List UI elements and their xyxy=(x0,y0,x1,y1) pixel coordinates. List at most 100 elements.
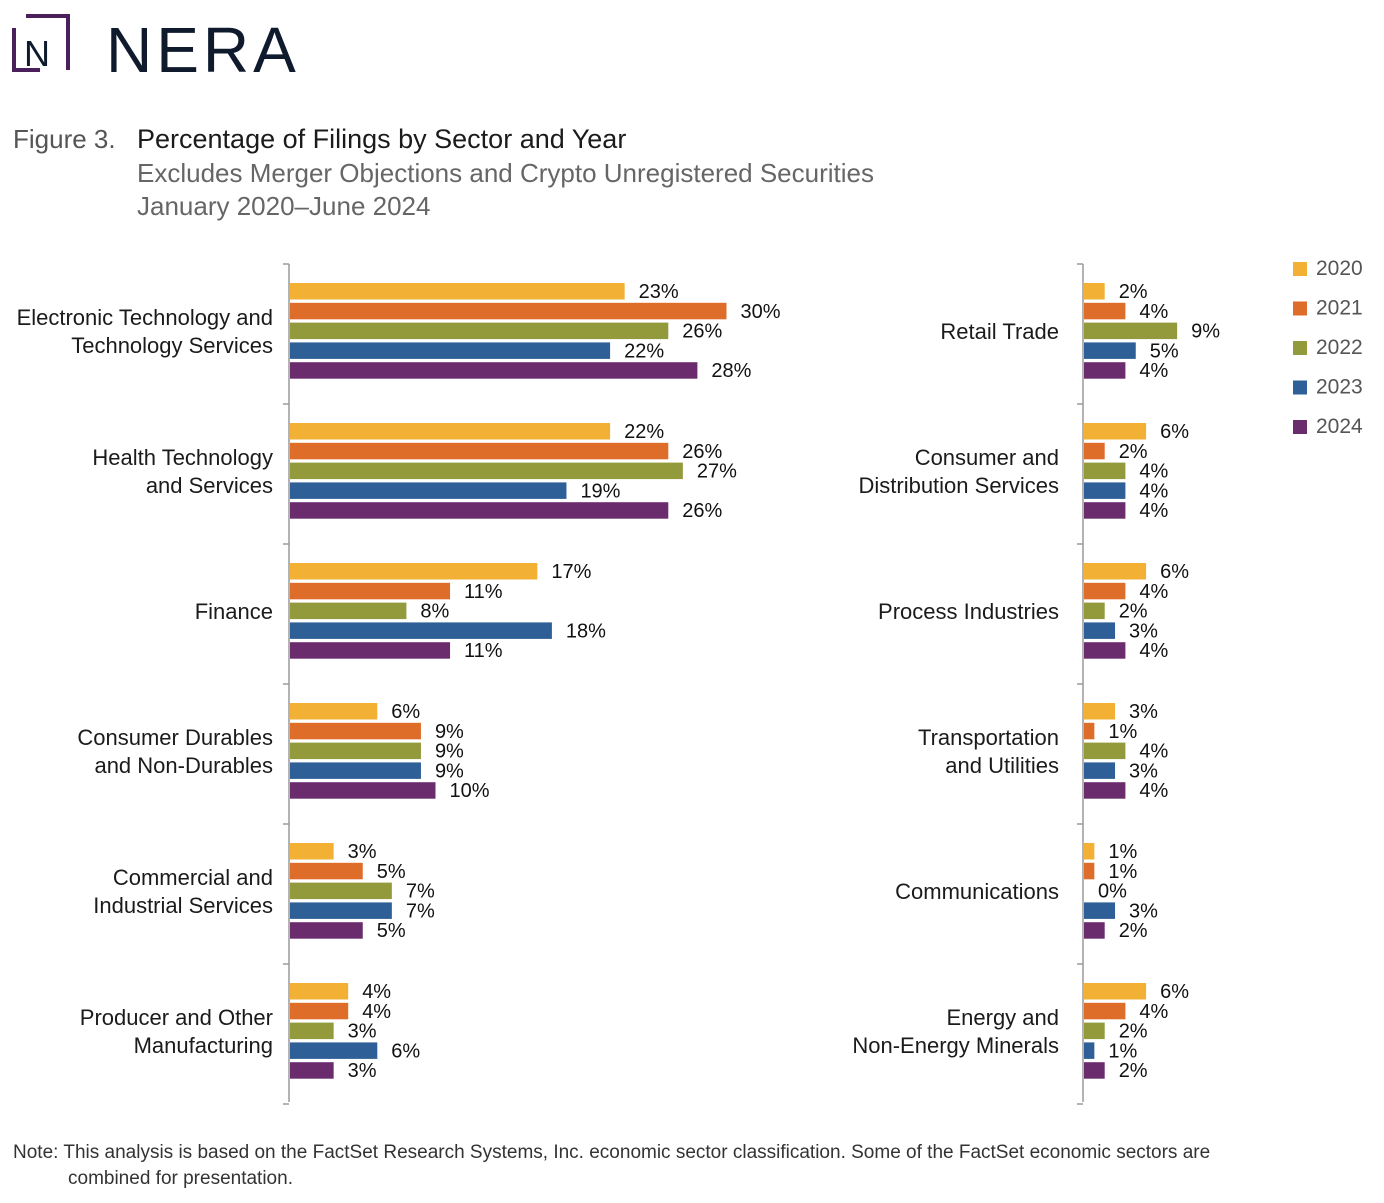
legend-label: 2023 xyxy=(1316,376,1363,399)
bar xyxy=(290,502,669,519)
data-label: 6% xyxy=(1160,981,1189,1003)
bar xyxy=(290,862,363,880)
bar-chart: 23% 30% 26% 22% 28% Electronic Technology and… xyxy=(17,257,1363,1105)
data-label: 9% xyxy=(435,741,464,763)
category-label: Health Technology xyxy=(92,445,273,470)
legend-swatch xyxy=(1293,301,1307,316)
bar xyxy=(1084,502,1126,519)
bar xyxy=(1084,782,1126,799)
bar xyxy=(290,342,611,359)
bar xyxy=(290,1042,378,1059)
data-label: 26% xyxy=(682,500,722,522)
category-label: Distribution Services xyxy=(858,473,1059,498)
bar xyxy=(1084,1022,1105,1040)
bar xyxy=(1084,703,1116,720)
nera-logo: N NERA xyxy=(12,14,312,82)
bar xyxy=(290,283,625,300)
category-label: and Utilities xyxy=(945,753,1059,778)
bar xyxy=(290,882,392,900)
data-label: 4% xyxy=(1139,640,1168,662)
data-label: 4% xyxy=(1139,480,1168,502)
bar xyxy=(1084,642,1126,659)
bar xyxy=(290,742,421,760)
bar xyxy=(1084,1002,1126,1020)
bar xyxy=(290,902,392,919)
data-label: 5% xyxy=(377,920,406,942)
legend-label: 2022 xyxy=(1316,336,1363,359)
category-label: Transportation xyxy=(918,725,1059,750)
bar xyxy=(1084,482,1126,499)
data-label: 7% xyxy=(406,900,435,922)
bar xyxy=(1084,423,1147,440)
bar xyxy=(1084,742,1126,760)
data-label: 8% xyxy=(420,601,449,623)
logo-wordmark: NERA xyxy=(106,14,300,86)
data-label: 4% xyxy=(1139,301,1168,323)
figure-period: January 2020–June 2024 xyxy=(137,191,431,221)
bar xyxy=(290,762,421,779)
bar xyxy=(290,582,451,600)
bar xyxy=(1084,862,1095,880)
bar xyxy=(290,462,683,480)
data-label: 22% xyxy=(624,421,664,443)
data-label: 4% xyxy=(1139,581,1168,603)
data-label: 3% xyxy=(1129,620,1158,642)
data-label: 19% xyxy=(580,480,620,502)
data-label: 2% xyxy=(1119,1060,1148,1082)
data-label: 4% xyxy=(362,1001,391,1023)
data-label: 0% xyxy=(1098,881,1127,903)
bar xyxy=(290,983,349,1000)
data-label: 2% xyxy=(1119,441,1148,463)
data-label: 1% xyxy=(1108,721,1137,743)
bar xyxy=(1084,843,1095,860)
bar xyxy=(290,922,363,939)
bar xyxy=(290,722,421,740)
data-label: 4% xyxy=(362,981,391,1003)
data-label: 27% xyxy=(697,461,737,483)
category-label: Non-Energy Minerals xyxy=(852,1033,1059,1058)
figure-subtitle: Excludes Merger Objections and Crypto Un… xyxy=(137,158,875,188)
bar xyxy=(290,703,378,720)
data-label: 9% xyxy=(435,721,464,743)
data-label: 26% xyxy=(682,321,722,343)
category-label: and Services xyxy=(146,473,273,498)
bar xyxy=(290,1002,349,1020)
data-label: 4% xyxy=(1139,360,1168,382)
bar xyxy=(290,423,611,440)
bar xyxy=(1084,1042,1095,1059)
bar xyxy=(1084,902,1116,919)
data-label: 2% xyxy=(1119,1021,1148,1043)
data-label: 26% xyxy=(682,441,722,463)
data-label: 10% xyxy=(450,780,490,802)
data-label: 22% xyxy=(624,340,664,362)
category-label: Consumer Durables xyxy=(77,725,273,750)
bar xyxy=(290,442,669,460)
legend-label: 2021 xyxy=(1316,297,1363,320)
nera-logo-mark: N xyxy=(12,14,70,74)
data-label: 3% xyxy=(348,1021,377,1043)
bar xyxy=(290,322,669,340)
category-label: Industrial Services xyxy=(93,893,273,918)
data-label: 11% xyxy=(464,581,503,603)
category-label: Finance xyxy=(195,599,273,624)
svg-text:N: N xyxy=(24,33,50,74)
data-label: 2% xyxy=(1119,601,1148,623)
data-label: 3% xyxy=(1129,701,1158,723)
bar xyxy=(290,622,552,639)
bar xyxy=(1084,563,1147,580)
data-label: 1% xyxy=(1108,861,1137,883)
data-label: 3% xyxy=(348,1060,377,1082)
bar xyxy=(1084,342,1136,359)
bar xyxy=(1084,922,1105,939)
data-label: 6% xyxy=(1160,421,1189,443)
footnote-line-2: combined for presentation. xyxy=(68,1168,293,1189)
legend-swatch xyxy=(1293,341,1307,355)
category-label: Commercial and xyxy=(113,865,273,890)
data-label: 18% xyxy=(566,620,606,642)
data-label: 6% xyxy=(1160,561,1189,583)
bar xyxy=(290,563,538,580)
footnote-line-1: Note: This analysis is based on the Fact… xyxy=(13,1142,1211,1163)
bar xyxy=(1084,1062,1105,1079)
data-label: 28% xyxy=(711,360,751,382)
category-label: Producer and Other xyxy=(80,1005,273,1030)
